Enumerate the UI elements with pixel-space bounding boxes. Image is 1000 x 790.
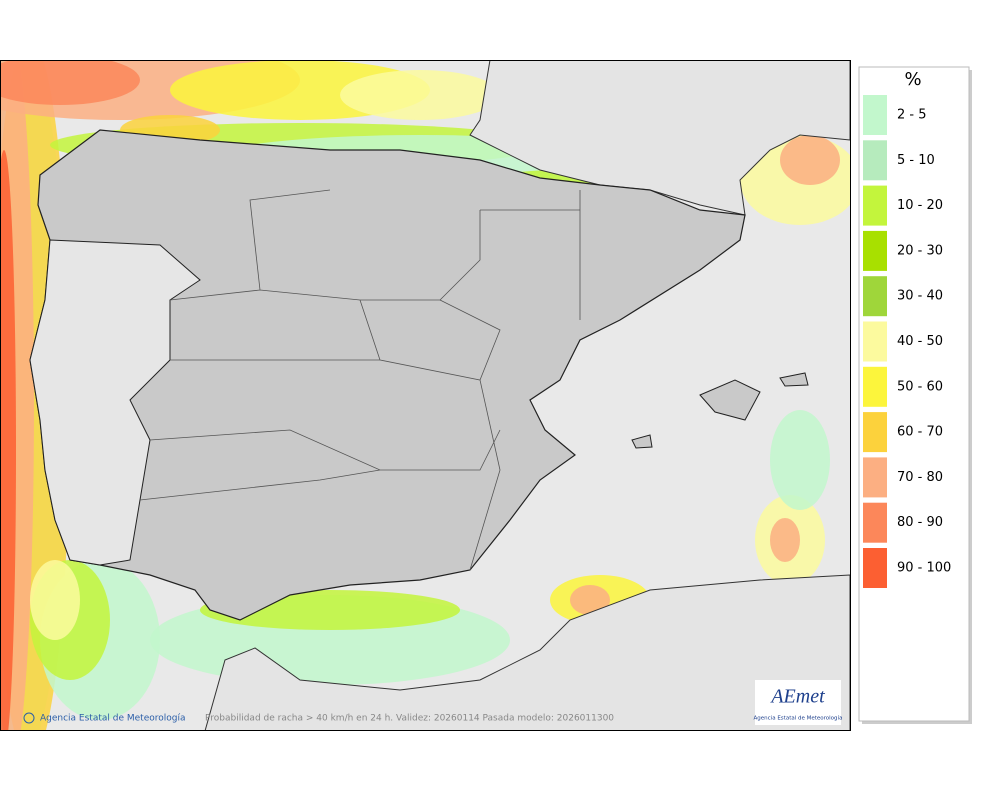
- legend-swatch: [863, 321, 887, 362]
- legend-label: 5 - 10: [897, 153, 935, 168]
- legend: % 2 - 5 5 - 10 10 - 20 20 - 30 30 - 40 40 - 5…: [858, 66, 972, 724]
- legend-swatch: [863, 276, 887, 317]
- logo: AEmet Agencia Estatal de Meteorología: [754, 680, 843, 725]
- legend-swatch: [863, 366, 887, 407]
- legend-swatch: [863, 95, 887, 135]
- legend-swatch: [863, 230, 887, 271]
- caption: Probabilidad de racha > 40 km/h en 24 h.…: [205, 714, 614, 724]
- legend-label: 30 - 40: [897, 289, 943, 304]
- africa: [204, 574, 850, 730]
- legend-swatch: [863, 502, 887, 543]
- legend-label: 90 - 100: [897, 561, 951, 576]
- legend-swatch: [863, 548, 887, 588]
- france: [469, 61, 850, 216]
- probability-area: [30, 560, 80, 640]
- probability-area: [780, 135, 840, 185]
- map: [1, 61, 850, 730]
- legend-swatch: [863, 140, 887, 181]
- legend-label: 40 - 50: [897, 334, 943, 349]
- probability-area: [770, 518, 800, 562]
- probability-area: [770, 410, 830, 510]
- balearics: [631, 372, 809, 449]
- probability-area: [340, 70, 500, 120]
- portugal: [29, 239, 201, 566]
- legend-label: 10 - 20: [897, 198, 943, 213]
- probability-area: [1, 150, 16, 730]
- credit-text: Agencia Estatal de Meteorología: [40, 714, 186, 724]
- legend-items: 2 - 5 5 - 10 10 - 20 20 - 30 30 - 40 40 - 50 5…: [863, 95, 951, 588]
- copyright-icon: [23, 712, 35, 724]
- legend-label: 60 - 70: [897, 425, 943, 440]
- regional-borders: [139, 189, 581, 571]
- probability-area: [1, 61, 140, 105]
- legend-label: 70 - 80: [897, 470, 943, 485]
- legend-label: 80 - 90: [897, 515, 943, 530]
- legend-swatch: [863, 412, 887, 453]
- legend-swatch: [863, 185, 887, 226]
- map-frame: [0, 60, 851, 731]
- logo-name: AEmet: [769, 686, 825, 708]
- legend-label: 2 - 5: [897, 108, 927, 123]
- legend-title: %: [904, 69, 921, 90]
- probability-area: [570, 585, 610, 615]
- logo-box: [755, 680, 841, 725]
- legend-label: 50 - 60: [897, 379, 943, 394]
- logo-subtitle: Agencia Estatal de Meteorología: [754, 715, 843, 722]
- legend-label: 20 - 30: [897, 243, 943, 258]
- credit: Agencia Estatal de Meteorología: [23, 712, 186, 724]
- legend-swatch: [863, 457, 887, 498]
